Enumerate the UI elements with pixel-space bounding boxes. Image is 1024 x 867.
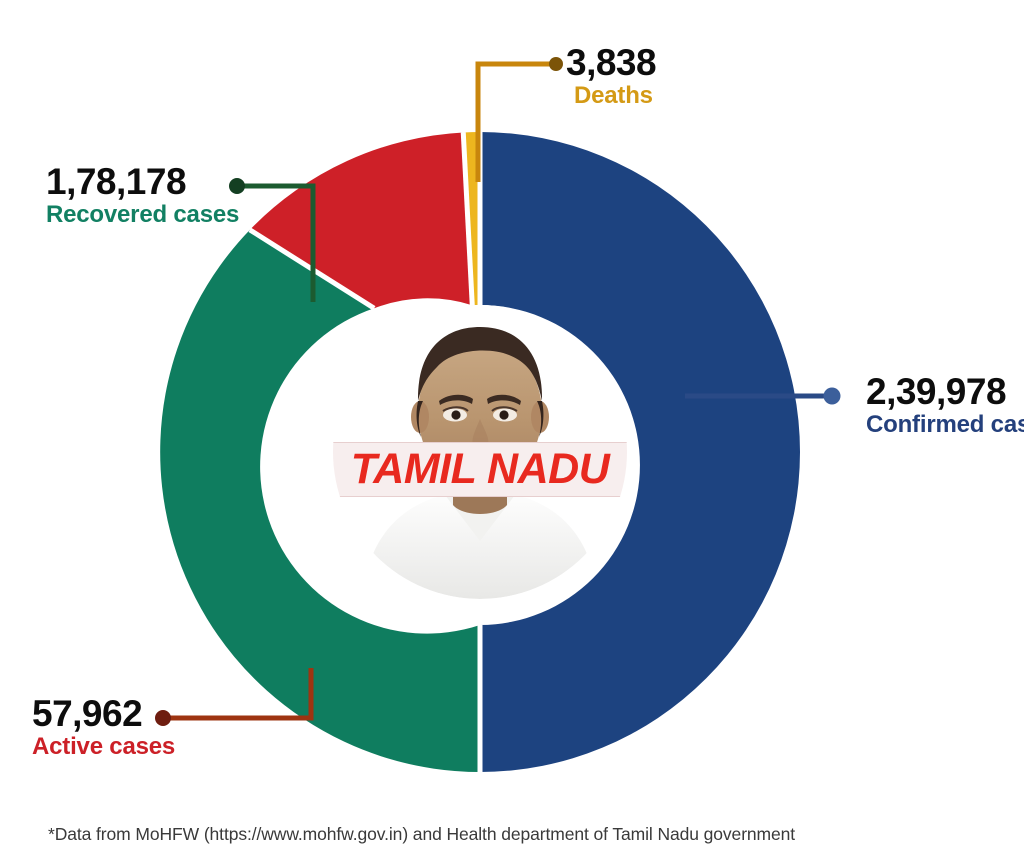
recovered-value: 1,78,178 <box>46 161 187 202</box>
callout-deaths: 3,838 Deaths <box>566 42 657 110</box>
leader-line-active <box>155 668 314 726</box>
active-caption: Active cases <box>32 733 176 761</box>
callout-confirmed-cases: 2,39,978 Confirmed cases <box>866 372 1024 439</box>
leader-line-deaths <box>475 57 563 182</box>
callout-recovered-cases: 1,78,178 Recovered cases <box>46 162 239 229</box>
slice-confirmed-cases[interactable] <box>480 132 800 772</box>
deaths-value: 3,838 <box>566 42 657 83</box>
leader-line-recovered <box>229 178 316 302</box>
confirmed-value: 2,39,978 <box>866 371 1007 412</box>
source-note: *Data from MoHFW (https://www.mohfw.gov.… <box>48 824 796 844</box>
region-label-band: TAMIL NADU <box>333 442 627 497</box>
donut-chart-svg <box>160 132 800 772</box>
recovered-caption: Recovered cases <box>46 201 240 229</box>
callout-active-cases: 57,962 Active cases <box>32 694 175 761</box>
deaths-caption: Deaths <box>574 82 653 110</box>
leader-line-confirmed <box>685 387 841 405</box>
region-label-text: TAMIL NADU <box>350 445 610 493</box>
donut-chart <box>160 132 800 772</box>
slice-recovered-cases[interactable] <box>160 229 480 772</box>
center-portrait-disc: TAMIL NADU <box>333 305 627 599</box>
active-value: 57,962 <box>32 693 143 734</box>
confirmed-caption: Confirmed cases <box>866 411 1024 439</box>
